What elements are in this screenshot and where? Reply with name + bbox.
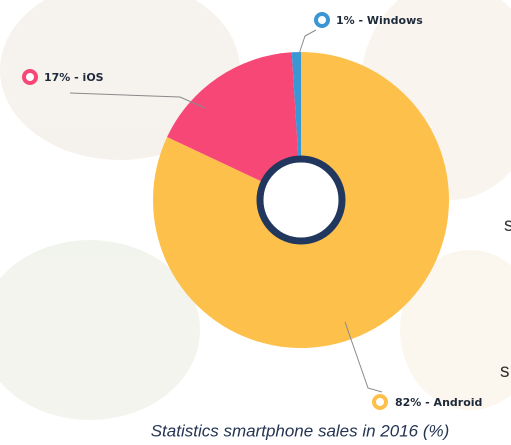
cropped-text: s, bbox=[500, 361, 511, 382]
pie-hole bbox=[256, 155, 346, 245]
leader-line bbox=[69, 92, 206, 109]
leader-line bbox=[344, 321, 383, 393]
slice-label: 82% - Android bbox=[395, 396, 482, 409]
slice-label: 17% - iOS bbox=[44, 71, 104, 84]
background-art bbox=[0, 0, 511, 420]
pie-slice bbox=[167, 52, 301, 200]
slice-label: 1% - Windows bbox=[336, 14, 423, 27]
leader-line bbox=[298, 29, 317, 55]
legend-marker bbox=[22, 69, 38, 85]
chart-caption: Statistics smartphone sales in 2016 (%) bbox=[151, 421, 450, 440]
cropped-text: s bbox=[504, 215, 511, 236]
legend-marker bbox=[372, 394, 388, 410]
legend-marker bbox=[314, 12, 330, 28]
